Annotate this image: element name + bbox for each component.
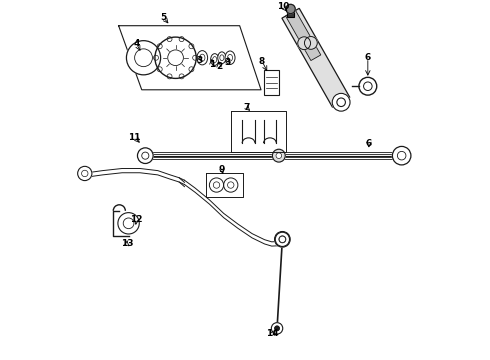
Ellipse shape (227, 54, 233, 61)
Circle shape (179, 37, 184, 42)
Circle shape (332, 93, 350, 111)
Circle shape (118, 213, 139, 234)
Circle shape (142, 152, 149, 159)
Bar (287, 9, 294, 17)
Circle shape (179, 74, 184, 79)
Circle shape (155, 37, 196, 78)
Text: 4: 4 (133, 39, 140, 48)
Text: 5: 5 (161, 13, 167, 22)
Circle shape (364, 82, 372, 90)
Polygon shape (286, 10, 321, 60)
Ellipse shape (197, 51, 208, 65)
Circle shape (168, 50, 183, 66)
Circle shape (189, 67, 194, 72)
Text: 3: 3 (225, 58, 231, 67)
Circle shape (271, 323, 283, 334)
Ellipse shape (199, 54, 205, 61)
Ellipse shape (218, 52, 226, 64)
Circle shape (275, 232, 290, 247)
Circle shape (189, 44, 194, 49)
Circle shape (81, 170, 88, 177)
Ellipse shape (213, 57, 217, 63)
Text: 3: 3 (196, 56, 203, 65)
Circle shape (392, 147, 411, 165)
Text: 7: 7 (244, 103, 250, 112)
Circle shape (337, 98, 345, 107)
Circle shape (157, 67, 162, 72)
Circle shape (193, 55, 197, 60)
Text: 9: 9 (219, 165, 225, 174)
Text: 11: 11 (128, 132, 141, 141)
Circle shape (275, 326, 279, 330)
Circle shape (167, 74, 172, 79)
Ellipse shape (220, 55, 224, 61)
Circle shape (276, 153, 282, 158)
Circle shape (359, 77, 377, 95)
Circle shape (227, 182, 234, 188)
Circle shape (397, 152, 406, 160)
Ellipse shape (225, 51, 235, 64)
Circle shape (298, 37, 311, 50)
Bar (264, 70, 279, 95)
Text: 1: 1 (209, 60, 215, 69)
Text: 12: 12 (130, 215, 143, 224)
Ellipse shape (211, 54, 219, 66)
Circle shape (138, 148, 153, 163)
Circle shape (279, 236, 286, 243)
Circle shape (123, 218, 134, 229)
Circle shape (153, 55, 158, 60)
Circle shape (209, 178, 223, 192)
Text: 8: 8 (259, 57, 265, 66)
Text: 2: 2 (216, 62, 222, 71)
Polygon shape (282, 8, 350, 107)
Circle shape (157, 44, 162, 49)
Text: 10: 10 (277, 2, 290, 11)
Circle shape (167, 37, 172, 42)
Circle shape (274, 231, 290, 247)
Text: 13: 13 (121, 239, 133, 248)
Circle shape (223, 178, 238, 192)
Text: 14: 14 (267, 329, 279, 338)
Circle shape (272, 149, 285, 162)
Circle shape (213, 182, 220, 188)
Circle shape (286, 4, 295, 14)
Text: 6: 6 (366, 139, 372, 148)
Text: 6: 6 (365, 53, 371, 62)
Circle shape (304, 36, 318, 49)
Circle shape (135, 49, 152, 67)
Circle shape (126, 41, 161, 75)
Circle shape (77, 166, 92, 181)
Circle shape (279, 236, 286, 243)
